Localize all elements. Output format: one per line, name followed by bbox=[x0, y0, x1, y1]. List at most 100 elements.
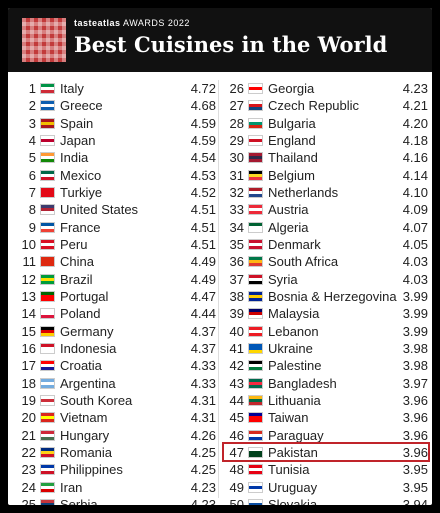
rating-score: 3.94 bbox=[402, 496, 428, 505]
rating-score: 4.51 bbox=[190, 236, 216, 252]
rating-score: 3.95 bbox=[402, 479, 428, 495]
ranking-row: 20 Vietnam 4.31 bbox=[16, 409, 216, 426]
rank-number: 8 bbox=[28, 202, 36, 218]
brand-name: tasteatlas bbox=[74, 18, 121, 28]
rating-score: 3.99 bbox=[402, 288, 428, 304]
rank-number: 50 bbox=[229, 496, 244, 505]
rank-number: 25 bbox=[21, 496, 36, 505]
awards-label: AWARDS 2022 bbox=[120, 18, 190, 28]
country-name: Hungary bbox=[60, 427, 110, 443]
ranking-row: 32 Netherlands 4.10 bbox=[224, 184, 428, 201]
ranking-row: 5 India 4.54 bbox=[16, 149, 216, 166]
rank-number: 2 bbox=[28, 98, 36, 114]
country-flag-icon bbox=[40, 221, 55, 233]
country-name: Greece bbox=[60, 98, 103, 114]
ranking-row: 34 Algeria 4.07 bbox=[224, 219, 428, 236]
country-name: Pakistan bbox=[268, 444, 318, 460]
ranking-row: 46 Paraguay 3.96 bbox=[224, 427, 428, 444]
rank-number: 15 bbox=[21, 323, 36, 339]
rating-score: 4.47 bbox=[190, 288, 216, 304]
country-flag-icon bbox=[40, 256, 55, 268]
ranking-row: 3 Spain 4.59 bbox=[16, 115, 216, 132]
country-flag-icon bbox=[248, 186, 263, 198]
country-name: Iran bbox=[60, 479, 83, 495]
country-flag-icon bbox=[248, 83, 263, 94]
rank-number: 21 bbox=[21, 427, 36, 443]
country-name: Malaysia bbox=[268, 306, 320, 322]
rating-score: 3.98 bbox=[402, 358, 428, 374]
ranking-column-right: 26 Georgia 4.23 27 Czech Republic 4.21 28 Bulga… bbox=[224, 80, 428, 505]
ranking-row: 28 Bulgaria 4.20 bbox=[224, 115, 428, 132]
country-flag-icon bbox=[248, 377, 263, 389]
rank-number: 23 bbox=[21, 462, 36, 478]
country-name: Mexico bbox=[60, 167, 102, 183]
rating-score: 4.26 bbox=[190, 427, 216, 443]
rating-score: 3.96 bbox=[402, 427, 428, 443]
country-flag-icon bbox=[248, 273, 263, 285]
rank-number: 42 bbox=[229, 358, 244, 374]
ranking-row: 6 Mexico 4.53 bbox=[16, 167, 216, 184]
highlight-box-pakistan bbox=[222, 442, 430, 462]
country-name: Romania bbox=[60, 444, 113, 460]
country-flag-icon bbox=[248, 290, 263, 302]
country-name: Slovakia bbox=[268, 496, 318, 505]
country-name: Turkiye bbox=[60, 184, 103, 200]
country-name: Brazil bbox=[60, 271, 93, 287]
country-flag-icon bbox=[40, 394, 55, 406]
rating-score: 4.49 bbox=[190, 271, 216, 287]
rank-number: 48 bbox=[229, 462, 244, 478]
rating-score: 4.05 bbox=[402, 236, 428, 252]
country-name: Croatia bbox=[60, 358, 102, 374]
country-flag-icon bbox=[248, 429, 263, 441]
rank-number: 13 bbox=[21, 288, 36, 304]
country-name: Vietnam bbox=[60, 410, 108, 426]
country-name: Austria bbox=[268, 202, 309, 218]
ranking-row: 44 Lithuania 3.96 bbox=[224, 392, 428, 409]
ranking-row: 8 United States 4.51 bbox=[16, 201, 216, 218]
rank-number: 36 bbox=[229, 254, 244, 270]
country-flag-icon bbox=[40, 83, 55, 94]
country-name: Paraguay bbox=[268, 427, 324, 443]
ranking-row: 35 Denmark 4.05 bbox=[224, 236, 428, 253]
ranking-row: 40 Lebanon 3.99 bbox=[224, 323, 428, 340]
ranking-row: 47 Pakistan 3.96 bbox=[224, 444, 428, 461]
ranking-row: 43 Bangladesh 3.97 bbox=[224, 375, 428, 392]
rank-number: 19 bbox=[21, 392, 36, 408]
rating-score: 4.21 bbox=[402, 98, 428, 114]
rating-score: 4.25 bbox=[190, 444, 216, 460]
country-name: Palestine bbox=[268, 358, 322, 374]
country-flag-icon bbox=[40, 117, 55, 129]
ranking-row: 26 Georgia 4.23 bbox=[224, 80, 428, 97]
rank-number: 34 bbox=[229, 219, 244, 235]
rating-score: 4.25 bbox=[190, 462, 216, 478]
rank-number: 38 bbox=[229, 288, 244, 304]
country-name: Lebanon bbox=[268, 323, 319, 339]
country-flag-icon bbox=[248, 238, 263, 250]
country-flag-icon bbox=[40, 152, 55, 164]
country-flag-icon bbox=[248, 308, 263, 320]
rank-number: 3 bbox=[28, 115, 36, 131]
country-name: France bbox=[60, 219, 101, 235]
country-name: Serbia bbox=[60, 496, 98, 505]
rating-score: 3.99 bbox=[402, 323, 428, 339]
country-flag-icon bbox=[40, 498, 55, 505]
ranking-row: 27 Czech Republic 4.21 bbox=[224, 97, 428, 114]
country-name: Algeria bbox=[268, 219, 309, 235]
brand-line: tasteatlas AWARDS 2022 bbox=[74, 18, 190, 28]
country-name: United States bbox=[60, 202, 139, 218]
ranking-row: 36 South Africa 4.03 bbox=[224, 253, 428, 270]
rank-number: 26 bbox=[229, 81, 244, 96]
ranking-row: 37 Syria 4.03 bbox=[224, 271, 428, 288]
ranking-row: 23 Philippines 4.25 bbox=[16, 461, 216, 478]
ranking-row: 19 South Korea 4.31 bbox=[16, 392, 216, 409]
ranking-row: 9 France 4.51 bbox=[16, 219, 216, 236]
country-flag-icon bbox=[40, 290, 55, 302]
country-flag-icon bbox=[248, 412, 263, 424]
country-name: Syria bbox=[268, 271, 298, 287]
rank-number: 43 bbox=[229, 375, 244, 391]
rating-score: 4.23 bbox=[190, 496, 216, 505]
rank-number: 46 bbox=[229, 427, 244, 443]
ranking-row: 33 Austria 4.09 bbox=[224, 201, 428, 218]
ranking-row: 45 Taiwan 3.96 bbox=[224, 409, 428, 426]
